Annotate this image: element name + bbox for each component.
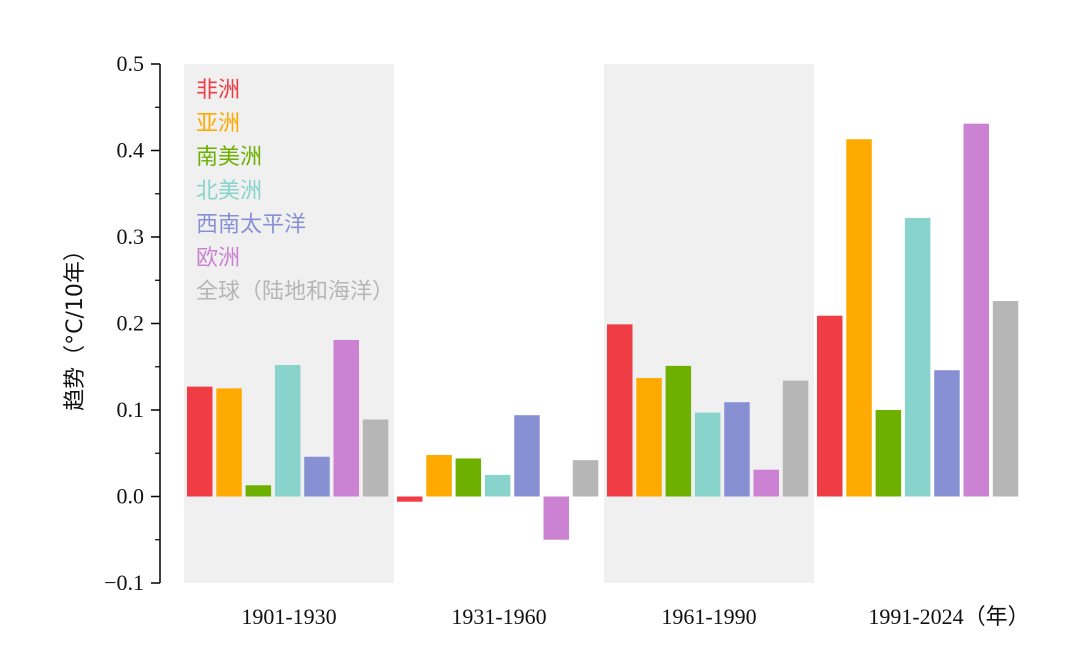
bar	[333, 339, 359, 497]
bar	[724, 402, 750, 497]
bars	[187, 123, 1019, 540]
bar	[514, 415, 540, 497]
bar	[397, 496, 423, 502]
shaded-period-bands	[184, 64, 814, 583]
legend-entry: 欧洲	[196, 246, 240, 271]
bar	[934, 370, 960, 497]
bar	[274, 365, 301, 497]
x-category-label: 1961-1990	[661, 604, 756, 629]
bar	[543, 496, 569, 540]
bar	[904, 217, 931, 497]
legend-entry: 西南太平洋	[196, 212, 306, 237]
bar	[782, 380, 809, 497]
legend-entry: 非洲	[196, 78, 240, 103]
bar	[817, 315, 843, 497]
bar	[753, 469, 779, 497]
y-tick-label: 0.4	[117, 138, 145, 163]
legend-entry: 亚洲	[196, 112, 240, 137]
bar	[694, 412, 721, 497]
y-tick-label: 0.2	[117, 311, 145, 336]
bar	[245, 485, 272, 497]
legend-entry: 北美洲	[196, 179, 262, 204]
bar	[216, 388, 242, 497]
y-axis: −0.1 0.0 0.1 0.2 0.3 0.4 0.5	[104, 51, 161, 595]
category-labels: 1901-1930 1931-1960 1961-1990 1991-2024（年）	[241, 604, 1029, 629]
bar	[963, 123, 989, 497]
bar	[992, 301, 1019, 497]
bar	[607, 324, 633, 497]
x-category-label: 1991-2024（年）	[868, 604, 1029, 629]
bar	[846, 139, 872, 497]
y-tick-label: 0.5	[117, 51, 145, 76]
y-tick-label: 0.0	[117, 484, 145, 509]
bar	[572, 460, 599, 497]
bar	[455, 458, 482, 497]
bar	[875, 410, 902, 497]
x-category-label: 1931-1960	[451, 604, 546, 629]
bar	[636, 377, 662, 497]
y-tick-label: 0.3	[117, 224, 145, 249]
y-tick-label: 0.1	[117, 397, 145, 422]
legend-entry: 全球（陆地和海洋）	[196, 280, 394, 305]
y-tick-label: −0.1	[104, 570, 144, 595]
bar	[304, 456, 330, 497]
bar	[484, 474, 511, 497]
shaded-band	[604, 64, 814, 583]
bar	[426, 454, 452, 497]
bar	[665, 365, 692, 497]
bar	[362, 419, 389, 497]
x-category-label: 1901-1930	[241, 604, 336, 629]
legend-entry: 南美洲	[196, 145, 262, 170]
bar	[187, 386, 213, 497]
shaded-band	[184, 64, 394, 583]
y-axis-label: 趋势（°C/10年）	[63, 239, 88, 411]
